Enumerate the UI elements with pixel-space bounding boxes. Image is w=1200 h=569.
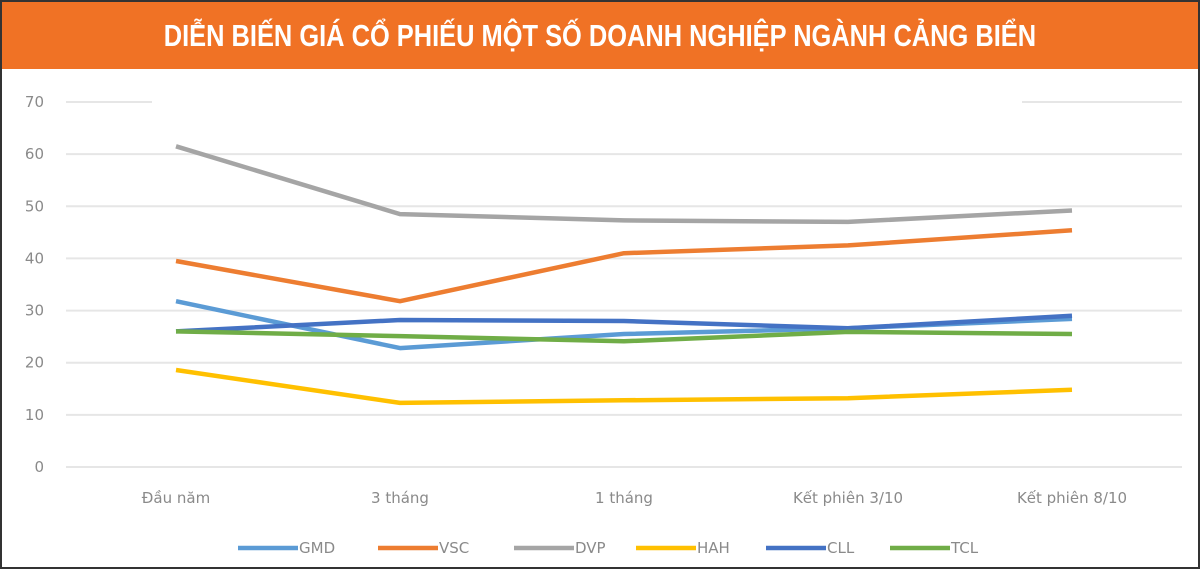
x-tick-label: Kết phiên 8/10 <box>1017 489 1127 507</box>
x-tick-label: Đầu năm <box>142 489 210 507</box>
y-tick-label: 20 <box>25 354 44 372</box>
x-axis-categories: Đầu năm 3 tháng 1 tháng Kết phiên 3/10 Kết p… <box>142 489 1127 507</box>
legend-label: HAH <box>697 539 730 557</box>
legend-item-hah: HAH <box>636 539 730 557</box>
y-tick-label: 60 <box>25 145 44 163</box>
chart-title: DIỄN BIẾN GIÁ CỔ PHIẾU MỘT SỐ DOANH NGHI… <box>163 17 1037 53</box>
series-line-hah <box>175 367 1073 406</box>
y-tick-label: 40 <box>25 249 44 267</box>
y-tick-label: 70 <box>25 93 44 111</box>
x-tick-label: Kết phiên 3/10 <box>793 489 903 507</box>
series-lines <box>175 144 1073 406</box>
legend-label: GMD <box>299 539 335 557</box>
y-tick-label: 50 <box>25 197 44 215</box>
x-tick-label: 3 tháng <box>371 489 429 507</box>
y-tick-label: 0 <box>34 458 44 476</box>
legend-item-cll: CLL <box>766 539 855 557</box>
gridlines <box>66 101 1182 468</box>
y-tick-label: 30 <box>25 302 44 320</box>
legend: GMD VSC DVP HAH CLL TCL <box>238 539 979 557</box>
legend-label: DVP <box>575 539 606 557</box>
legend-item-gmd: GMD <box>238 539 335 557</box>
series-line-vsc <box>175 228 1073 304</box>
title-banner: DIỄN BIẾN GIÁ CỔ PHIẾU MỘT SỐ DOANH NGHI… <box>2 2 1198 69</box>
legend-label: VSC <box>439 539 469 557</box>
y-axis-ticks: 0 10 20 30 40 50 60 70 <box>25 93 44 476</box>
x-tick-label: 1 tháng <box>595 489 653 507</box>
series-line-cll <box>175 313 1073 334</box>
legend-label: TCL <box>950 539 979 557</box>
legend-label: CLL <box>827 539 855 557</box>
y-tick-label: 10 <box>25 406 44 424</box>
series-line-tcl <box>175 329 1073 344</box>
legend-item-vsc: VSC <box>378 539 469 557</box>
legend-item-dvp: DVP <box>514 539 606 557</box>
series-line-dvp <box>175 144 1073 225</box>
legend-item-tcl: TCL <box>890 539 979 557</box>
